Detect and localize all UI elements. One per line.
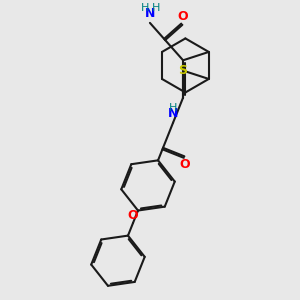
Text: N: N (168, 107, 178, 120)
Text: N: N (145, 7, 155, 20)
Text: O: O (177, 11, 188, 23)
Text: H: H (141, 3, 149, 14)
Text: S: S (178, 64, 188, 77)
Text: H: H (152, 3, 160, 14)
Text: H: H (169, 103, 177, 113)
Text: O: O (179, 158, 190, 171)
Text: O: O (128, 209, 138, 222)
